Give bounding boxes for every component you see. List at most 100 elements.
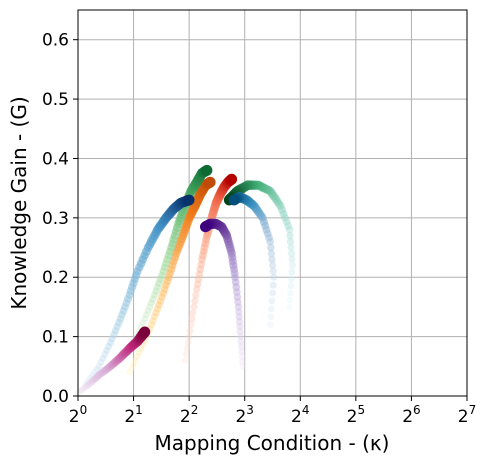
y-tick-label: 0.4 [42, 149, 69, 169]
data-point [237, 338, 245, 345]
data-point [137, 345, 145, 352]
data-point [80, 385, 87, 392]
data-point [78, 386, 85, 394]
data-point [235, 318, 244, 326]
data-point [238, 348, 245, 355]
data-point [103, 347, 111, 354]
data-point [239, 358, 246, 365]
data-point [144, 307, 152, 315]
data-point [201, 164, 213, 176]
data-point [101, 350, 109, 358]
x-axis-ticks: 20 21 22 23 24 25 26 27 [69, 396, 476, 427]
data-point [287, 249, 296, 258]
data-point [288, 268, 296, 276]
data-point [189, 309, 197, 317]
data-point [269, 267, 277, 275]
data-point [134, 353, 141, 360]
data-point [84, 378, 92, 385]
data-point [87, 379, 95, 387]
data-point [238, 353, 246, 360]
data-point [267, 313, 275, 321]
grid-lines [77, 10, 468, 397]
data-point [239, 363, 246, 370]
data-point [269, 261, 277, 269]
x-tick-label: 26 [402, 403, 420, 427]
data-point [236, 328, 244, 336]
x-tick-label: 20 [69, 403, 87, 427]
data-point [139, 319, 147, 327]
data-point [99, 354, 107, 362]
data-point [193, 285, 201, 293]
data-point [269, 281, 277, 289]
data-point [128, 365, 135, 372]
x-tick-exponent: 4 [302, 403, 310, 417]
data-point [286, 232, 294, 240]
x-axis-title: Mapping Condition - (κ) [155, 431, 390, 455]
data-point [190, 303, 198, 311]
x-tick-base: 2 [347, 407, 358, 427]
data-point [288, 261, 296, 269]
y-tick-label: 0.5 [42, 90, 69, 110]
x-tick-exponent: 5 [357, 403, 365, 417]
y-tick-label: 0.3 [42, 209, 69, 229]
data-point [97, 358, 105, 366]
data-point [286, 296, 294, 304]
data-point [235, 313, 243, 321]
scatter-series [130, 164, 213, 346]
data-point [287, 289, 294, 297]
x-tick-exponent: 2 [191, 403, 199, 417]
data-point [186, 327, 194, 335]
x-tick-base: 2 [124, 407, 135, 427]
x-tick-base: 2 [291, 407, 302, 427]
scatter-series [82, 194, 195, 388]
data-point [146, 303, 154, 311]
data-point [126, 369, 133, 376]
data-point [268, 297, 276, 305]
data-point [192, 291, 200, 299]
data-point [200, 221, 211, 233]
scatter-series [223, 180, 296, 311]
data-points [74, 164, 296, 397]
data-point [188, 315, 196, 323]
data-point [147, 299, 155, 307]
x-tick-base: 2 [458, 407, 469, 427]
data-point [149, 317, 157, 325]
x-tick-exponent: 3 [246, 403, 254, 417]
x-tick-exponent: 0 [80, 403, 88, 417]
data-point [147, 321, 156, 329]
x-tick-label: 23 [235, 403, 253, 427]
data-point [183, 194, 195, 206]
x-tick-label: 24 [291, 403, 309, 427]
data-point [288, 255, 296, 263]
y-tick-label: 0.6 [42, 31, 69, 51]
data-point [182, 351, 190, 358]
scatter-series [200, 218, 246, 370]
x-tick-base: 2 [69, 407, 80, 427]
y-tick-label: 0.1 [42, 328, 69, 348]
scatter-series [74, 326, 151, 397]
y-axis-ticks: 0.0 0.1 0.2 0.3 0.4 0.5 0.6 [42, 31, 78, 407]
data-point [204, 176, 216, 188]
y-tick-label: 0.2 [42, 268, 69, 288]
data-point [83, 382, 91, 389]
x-tick-label: 22 [180, 403, 198, 427]
data-point [267, 249, 276, 258]
data-point [185, 333, 193, 340]
data-point [142, 311, 150, 319]
scatter-series [126, 176, 216, 376]
data-point [268, 305, 275, 313]
data-point [132, 357, 139, 364]
data-point [191, 297, 199, 305]
x-tick-base: 2 [235, 407, 246, 427]
data-point [106, 339, 115, 347]
data-point [108, 335, 116, 343]
data-point [184, 339, 192, 346]
data-point [187, 321, 195, 329]
x-tick-base: 2 [180, 407, 191, 427]
x-tick-exponent: 1 [135, 403, 143, 417]
data-point [139, 326, 151, 338]
y-tick-label: 0.0 [42, 387, 69, 407]
data-point [95, 362, 103, 370]
scatter-series [228, 192, 278, 328]
